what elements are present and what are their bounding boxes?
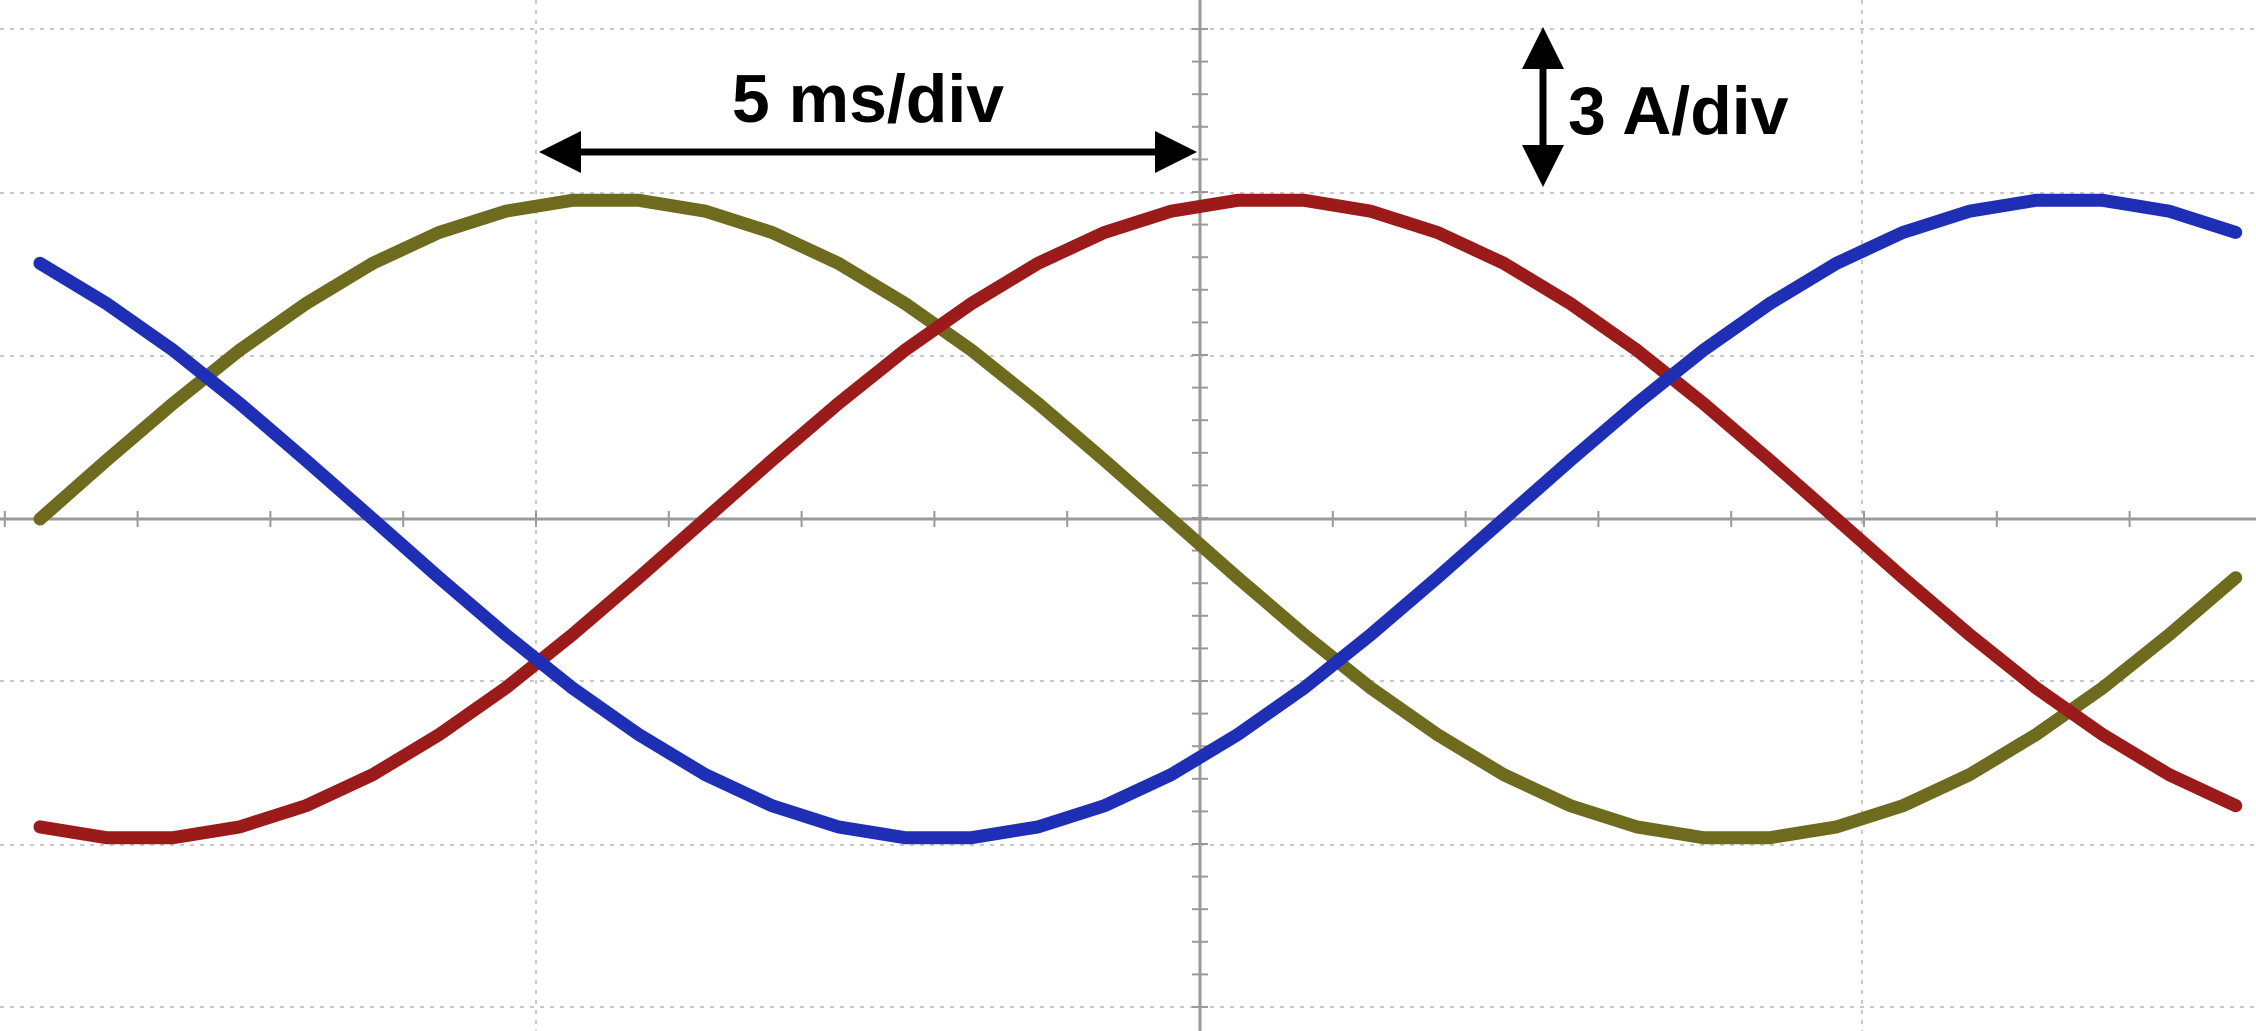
traces — [33, 193, 2243, 845]
waveform — [33, 193, 2243, 845]
waveform — [33, 193, 2243, 845]
current-scale-label: 3 A/div — [1568, 73, 1789, 149]
time-scale-label: 5 ms/div — [732, 61, 1004, 137]
waveform — [33, 193, 2243, 845]
